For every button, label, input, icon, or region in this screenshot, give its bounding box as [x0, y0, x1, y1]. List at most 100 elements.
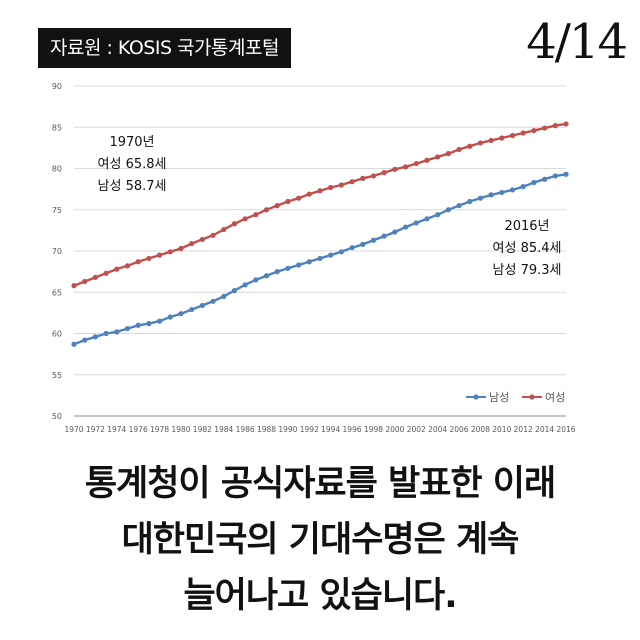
data-point — [167, 314, 173, 320]
data-point — [71, 283, 77, 289]
x-tick-label: 1970 — [64, 425, 83, 434]
series-points — [71, 121, 569, 347]
data-point — [413, 160, 419, 167]
x-tick-label: 1994 — [321, 425, 340, 434]
data-point — [146, 255, 152, 262]
data-point — [360, 241, 366, 247]
data-point — [221, 293, 227, 299]
y-tick-label: 90 — [52, 82, 62, 91]
data-point — [317, 255, 323, 262]
legend: 남성 여성 — [466, 391, 565, 404]
data-point — [542, 125, 548, 131]
data-point — [360, 175, 366, 181]
data-point — [231, 221, 238, 227]
x-tick-label: 1990 — [278, 425, 297, 434]
x-tick-label: 1988 — [257, 425, 276, 434]
data-point — [402, 224, 409, 230]
data-point — [253, 277, 259, 283]
data-point — [178, 311, 184, 317]
data-point — [349, 245, 355, 251]
x-tick-label: 1980 — [171, 425, 190, 434]
x-tick-label: 1976 — [129, 425, 148, 434]
x-tick-label: 2016 — [556, 425, 575, 434]
annotation-2016-female: 여성 85.4세 — [493, 241, 562, 256]
x-tick-label: 1986 — [236, 425, 255, 434]
data-point — [221, 226, 227, 233]
annotation-2016-male: 남성 79.3세 — [493, 263, 562, 278]
data-point — [349, 179, 355, 185]
x-tick-label: 2012 — [514, 425, 533, 434]
data-point — [328, 184, 334, 191]
data-point — [296, 262, 302, 268]
data-point — [499, 135, 505, 141]
data-point — [477, 140, 484, 146]
caption-line-3: 늘어나고 있습니다. — [183, 576, 457, 616]
x-tick-label: 2002 — [407, 425, 426, 434]
data-point — [381, 233, 387, 239]
x-tick-label: 1998 — [364, 425, 383, 434]
data-point — [531, 127, 537, 134]
data-point — [563, 171, 569, 177]
data-point — [509, 132, 516, 139]
data-point — [381, 170, 387, 176]
caption-line-1: 통계청이 공식자료를 발표한 이래 — [84, 464, 556, 504]
annotation-1970-male: 남성 58.7세 — [98, 179, 167, 194]
page-number: 4/14 — [526, 14, 628, 70]
x-tick-label: 1984 — [214, 425, 233, 434]
data-point — [167, 249, 173, 255]
data-point — [210, 298, 216, 304]
data-point — [114, 329, 120, 335]
source-badge: 자료원 : KOSIS 국가통계포털 — [38, 28, 291, 68]
data-point — [189, 306, 195, 313]
data-point — [488, 137, 494, 144]
y-tick-label: 85 — [52, 123, 62, 132]
data-point — [82, 337, 88, 343]
data-point — [467, 198, 473, 205]
legend-label: 남성 — [489, 391, 509, 404]
data-point — [92, 334, 98, 340]
data-point — [499, 189, 505, 196]
data-point — [210, 232, 216, 238]
data-point — [253, 212, 259, 218]
annotation-2016: 2016년 여성 85.4세 남성 79.3세 — [493, 219, 562, 278]
data-point — [563, 121, 569, 127]
data-point — [467, 143, 473, 149]
data-point — [435, 212, 441, 218]
data-point — [124, 263, 131, 269]
data-point — [156, 252, 163, 258]
data-point — [82, 278, 88, 285]
data-point — [263, 207, 270, 213]
y-tick-label: 70 — [52, 247, 62, 256]
legend-marker — [473, 394, 479, 400]
data-point — [103, 270, 109, 276]
data-point — [242, 216, 248, 222]
data-point — [338, 249, 344, 255]
x-tick-label: 2006 — [449, 425, 468, 434]
data-point — [328, 252, 334, 258]
x-tick-label: 2010 — [492, 425, 511, 434]
y-tick-label: 75 — [52, 206, 62, 215]
data-point — [392, 229, 398, 235]
data-point — [488, 192, 494, 198]
x-tick-label: 1982 — [193, 425, 212, 434]
data-point — [114, 266, 120, 272]
data-point — [542, 176, 548, 182]
data-point — [445, 207, 451, 213]
data-point — [296, 195, 302, 201]
data-point — [306, 259, 312, 265]
x-tick-label: 2014 — [535, 425, 554, 434]
data-point — [424, 216, 430, 222]
data-point — [456, 203, 462, 209]
data-point — [135, 259, 141, 265]
data-point — [456, 146, 462, 153]
data-point — [263, 273, 270, 279]
data-point — [477, 195, 484, 201]
data-point — [92, 274, 98, 280]
data-point — [445, 151, 451, 157]
y-tick-label: 50 — [52, 412, 62, 421]
x-tick-label: 2004 — [428, 425, 447, 434]
data-point — [552, 123, 558, 129]
y-tick-label: 80 — [52, 165, 62, 174]
x-tick-label: 1996 — [343, 425, 362, 434]
x-tick-label: 1972 — [86, 425, 105, 434]
